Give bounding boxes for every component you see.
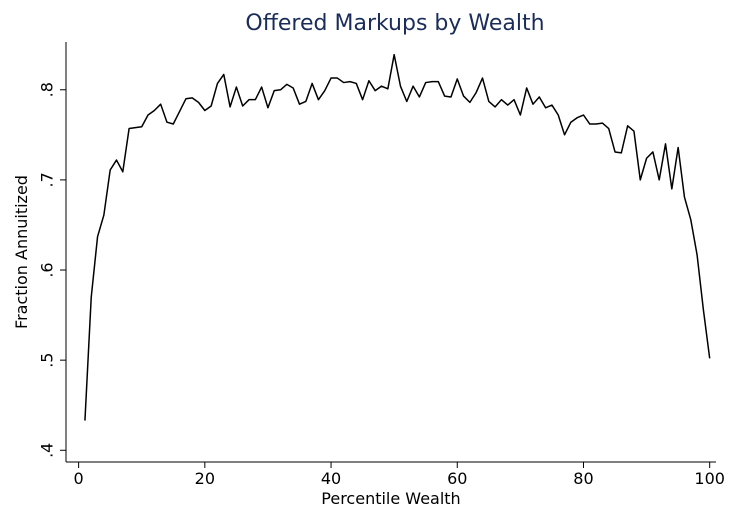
chart-title: Offered Markups by Wealth: [245, 11, 544, 36]
x-tick-label: 40: [321, 469, 341, 488]
x-tick-label: 20: [195, 469, 215, 488]
x-tick-label: 60: [447, 469, 467, 488]
x-tick-label: 80: [573, 469, 593, 488]
x-tick-label: 0: [74, 469, 84, 488]
x-axis-title: Percentile Wealth: [321, 489, 460, 508]
x-tick-label: 100: [694, 469, 725, 488]
y-tick-label: .4: [38, 443, 57, 458]
y-axis-title: Fraction Annuitized: [12, 175, 31, 329]
line-series: [84, 53, 711, 421]
y-tick-label: .7: [38, 172, 57, 187]
y-tick-label: .6: [38, 262, 57, 277]
y-tick-label: .8: [38, 82, 57, 97]
y-tick-label: .5: [38, 353, 57, 368]
